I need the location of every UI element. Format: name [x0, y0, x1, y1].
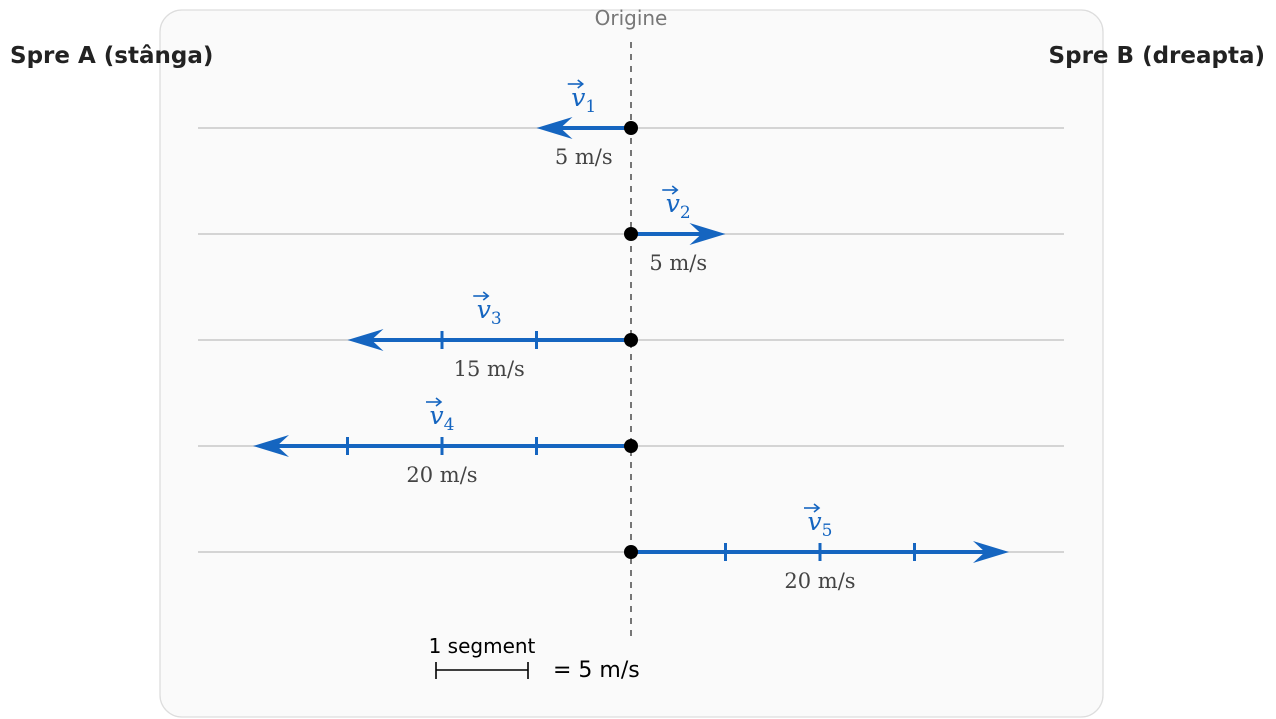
- vector-row-4: v4 20 m/s: [198, 397, 1064, 487]
- scale-equals-label: = 5 m/s: [553, 658, 640, 683]
- vector-name-label: v1: [571, 83, 596, 117]
- arrowhead: [253, 435, 289, 457]
- scale-legend: 1 segment = 5 m/s: [429, 634, 640, 683]
- arrowhead: [347, 329, 384, 351]
- vector-name-label: v5: [808, 507, 833, 541]
- vector-accent-arrowhead: [482, 291, 490, 301]
- arrowhead: [536, 117, 573, 139]
- magnitude-label: 5 m/s: [555, 145, 613, 169]
- vector-accent-arrowhead: [577, 79, 585, 89]
- origin-dot: [624, 333, 638, 347]
- origin-label: Origine: [595, 6, 668, 30]
- arrowhead: [689, 223, 726, 245]
- right-direction-label: Spre B (dreapta): [1049, 43, 1265, 69]
- origin-dot: [624, 439, 638, 453]
- vector-accent-arrowhead: [435, 397, 443, 407]
- vector-accent-arrowhead: [813, 503, 821, 513]
- magnitude-label: 20 m/s: [406, 463, 477, 487]
- vector-row-3: v3 15 m/s: [198, 291, 1064, 381]
- vector-row-1: v1 5 m/s: [198, 79, 1064, 169]
- vector-rows: v1 5 m/s v2 5 m/s v3 15 m/s v4 20 m/s v5 20 m/s: [198, 79, 1064, 593]
- scale-segment-label: 1 segment: [429, 634, 536, 658]
- vector-accent-arrowhead: [671, 185, 679, 195]
- magnitude-label: 20 m/s: [784, 569, 855, 593]
- origin-dot: [624, 121, 638, 135]
- vector-name-label: v2: [666, 189, 691, 223]
- vector-row-5: v5 20 m/s: [198, 503, 1064, 593]
- vector-name-label: v3: [477, 295, 502, 329]
- vector-name-label: v4: [430, 401, 455, 435]
- arrowhead: [973, 541, 1009, 563]
- origin-dot: [624, 227, 638, 241]
- left-direction-label: Spre A (stânga): [10, 43, 213, 69]
- diagram-panel: [159, 9, 1104, 718]
- origin-dot: [624, 545, 638, 559]
- magnitude-label: 15 m/s: [454, 357, 525, 381]
- magnitude-label: 5 m/s: [649, 251, 707, 275]
- vector-row-2: v2 5 m/s: [198, 185, 1064, 275]
